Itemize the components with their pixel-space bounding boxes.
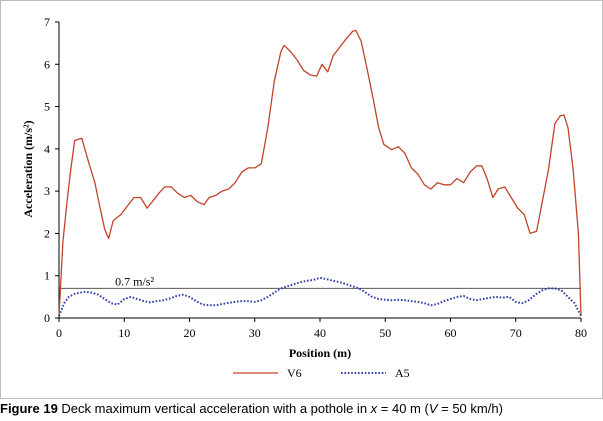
- caption-text-1: Deck maximum vertical acceleration with …: [61, 401, 371, 416]
- caption-var-x: x: [370, 401, 378, 416]
- caption-label: Figure 19: [0, 401, 58, 416]
- series-line-a5: [58, 276, 582, 317]
- y-tick-label: 2: [44, 226, 50, 240]
- y-tick-label: 5: [44, 100, 50, 114]
- x-tick-label: 20: [184, 326, 196, 340]
- series-group: [58, 29, 582, 317]
- x-tick-label: 50: [379, 326, 391, 340]
- caption-var-v: V: [428, 401, 438, 416]
- figure-frame: Acceleration (m/s²) Position (m) 0 1 2 3 4 5 6…: [0, 0, 603, 399]
- y-tick-label: 0: [44, 311, 50, 325]
- reference-line-label: 0.7 m/s²: [115, 274, 154, 288]
- x-tick-label: 30: [249, 326, 261, 340]
- x-tick-label: 40: [314, 326, 326, 340]
- y-axis-title: Acceleration (m/s²): [21, 120, 35, 217]
- x-tick-label: 80: [575, 326, 587, 340]
- caption-text-2: = 40 m (: [377, 401, 429, 416]
- y-tick-label: 4: [44, 142, 50, 156]
- reference-line-group: 0.7 m/s²: [59, 274, 581, 289]
- caption-text-3: = 50 km/h): [437, 401, 503, 416]
- x-axis-title: Position (m): [289, 346, 351, 360]
- legend: V6 A5: [233, 366, 410, 380]
- figure-caption: Figure 19 Deck maximum vertical accelera…: [0, 401, 603, 416]
- y-tick-label: 7: [44, 15, 50, 29]
- acceleration-line-chart: Acceleration (m/s²) Position (m) 0 1 2 3 4 5 6…: [21, 15, 587, 380]
- series-line-v6: [58, 29, 582, 316]
- legend-label-a5: A5: [395, 366, 410, 380]
- y-tick-label: 6: [44, 57, 50, 71]
- y-tick-label: 3: [44, 184, 50, 198]
- x-tick-label: 70: [510, 326, 522, 340]
- x-tick-label: 10: [118, 326, 130, 340]
- x-tick-label: 0: [56, 326, 62, 340]
- y-axis-title-group: Acceleration (m/s²): [21, 120, 35, 217]
- x-tick-label: 60: [445, 326, 457, 340]
- y-tick-label: 1: [44, 269, 50, 283]
- legend-label-v6: V6: [287, 366, 302, 380]
